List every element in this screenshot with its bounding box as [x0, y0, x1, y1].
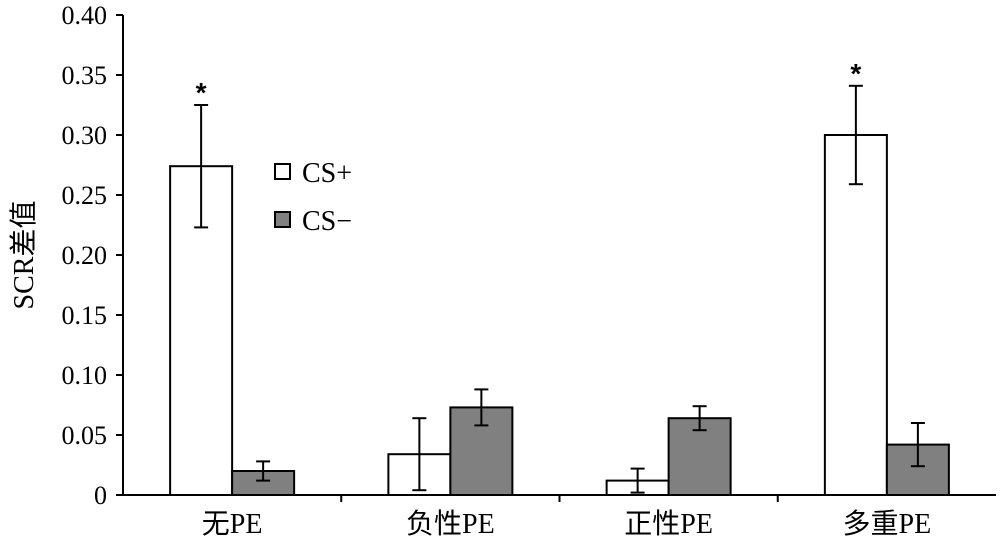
y-tick-label: 0.15	[62, 301, 108, 330]
legend-marker-cs-plus	[274, 163, 291, 180]
labels: 0 0.05 0.10 0.15 0.20 0.25 0.30 0.35 0.40 SCR差值无P…	[8, 1, 931, 540]
category-label: 无PE	[202, 509, 263, 540]
significance-marker: *	[196, 77, 207, 108]
legend-label: CS+	[302, 158, 352, 189]
y-tick-label: 0.25	[62, 181, 108, 210]
y-tick-label: 0	[94, 481, 107, 510]
legend-marker-cs-minus	[274, 211, 291, 228]
y-tick-label: 0.10	[62, 361, 108, 390]
category-label: 多重PE	[843, 508, 932, 540]
bar-cs-minus-0	[231, 470, 296, 496]
legend: CS+ CS−	[274, 158, 352, 237]
y-tick-label: 0.30	[62, 121, 108, 150]
category-label: 负性PE	[406, 508, 495, 540]
y-tick-label: 0.05	[62, 421, 108, 450]
bar-cs-plus-3	[823, 134, 888, 496]
legend-label: CS−	[302, 206, 352, 237]
category-label: 正性PE	[624, 508, 713, 540]
significance-marker: *	[850, 58, 861, 89]
bars	[169, 84, 950, 497]
y-axis-label: SCR差值	[8, 201, 40, 310]
y-tick-label: 0.35	[62, 61, 108, 90]
y-tick-label: 0.20	[62, 241, 108, 270]
y-tick-label: 0.40	[62, 1, 108, 30]
